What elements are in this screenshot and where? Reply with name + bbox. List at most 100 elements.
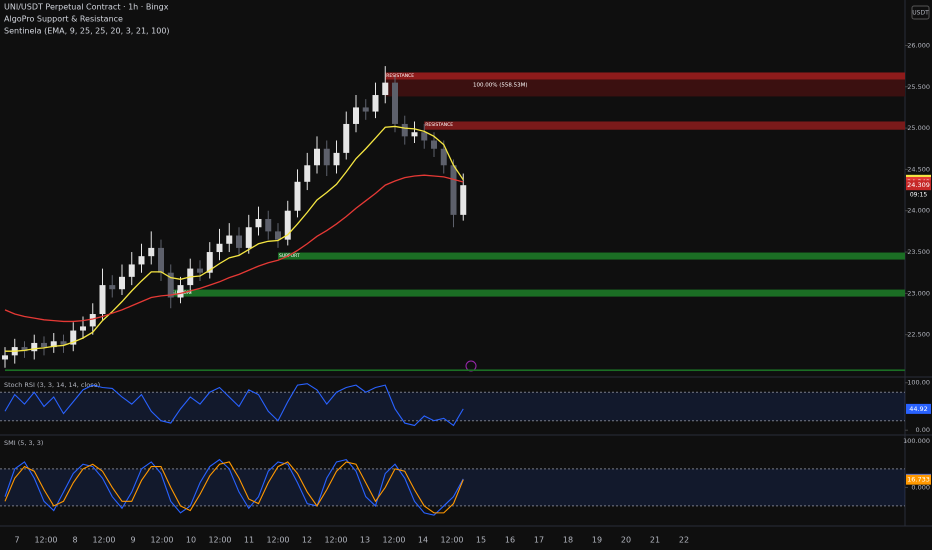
candle-body [197, 268, 203, 273]
candle-body [167, 272, 174, 298]
x-tick-label: 12:00 [382, 536, 405, 545]
x-tick-label: 18 [563, 536, 573, 545]
price-tag [906, 403, 931, 414]
x-tick-label: 8 [72, 536, 77, 545]
candle-body [50, 341, 57, 348]
candle-body [294, 181, 301, 211]
candle-body [304, 165, 311, 182]
indicator-label: Sentinela (EMA, 9, 25, 25, 20, 3, 21, 10… [4, 27, 170, 36]
indicator-line [4, 461, 464, 514]
candle-body [411, 132, 418, 137]
candle-body [333, 152, 340, 166]
moving-average [5, 125, 464, 352]
candle-body [323, 148, 330, 166]
candle-body [392, 82, 398, 124]
candle-body [119, 276, 125, 290]
currency[interactable]: USDT [912, 10, 929, 17]
candle-body [362, 107, 369, 112]
x-tick-label: 9 [130, 536, 135, 545]
price-tag-label: 24.309 [907, 181, 930, 189]
x-tick-label: 12:00 [34, 536, 57, 545]
candle-body [216, 243, 223, 253]
zone [385, 79, 905, 97]
candle-body [353, 107, 359, 124]
band-fill [0, 392, 905, 421]
candle-body [2, 355, 8, 360]
x-tick-label: 7 [14, 536, 19, 545]
candle-body [431, 140, 437, 149]
x-tick-label: 12 [302, 536, 312, 545]
candle-body [421, 132, 428, 141]
candle-body [343, 123, 350, 153]
candle-body [89, 314, 96, 327]
y-tick-label: 100.00 [907, 379, 930, 387]
candle-body [314, 148, 320, 166]
x-tick-label: 22 [679, 536, 689, 545]
x-tick-label: 14 [418, 536, 428, 545]
zone-label: RESISTANCE [425, 122, 453, 128]
candle-body [109, 285, 116, 290]
price-tag [906, 474, 931, 485]
candle-body [450, 165, 457, 215]
band-fill [0, 468, 905, 506]
x-tick-label: 12:00 [92, 536, 115, 545]
x-tick-label: 21 [650, 536, 660, 545]
candle-body [226, 235, 233, 244]
candle-body [401, 123, 408, 137]
zone [278, 252, 905, 260]
x-tick-label: 19 [592, 536, 602, 545]
candle-body [255, 218, 262, 228]
x-tick-label: 17 [534, 536, 544, 545]
candle-body [440, 148, 447, 166]
candle-body [372, 95, 379, 112]
y-tick-label: 23.000 [907, 289, 930, 297]
zone-label: SUPPORT [279, 253, 300, 259]
candle-body [138, 256, 145, 265]
currency-box[interactable] [911, 5, 930, 20]
x-tick-label: 12:00 [324, 536, 347, 545]
indicator-line [4, 458, 464, 516]
candle-body [31, 342, 38, 352]
x-tick-label: 12:00 [208, 536, 231, 545]
candle-body [177, 285, 184, 298]
zone [424, 121, 905, 130]
moving-average [4, 174, 464, 323]
y-tick-label: 25.000 [907, 124, 930, 132]
pane-title: SMI (5, 3, 3) [4, 439, 43, 447]
indicator-label: AlgoPro Support & Resistance [4, 15, 123, 24]
candle-body [128, 264, 135, 277]
annotation: 100.00% (558.53M) [473, 83, 528, 89]
y-tick-label: 24.000 [907, 207, 930, 215]
countdown: 09:15 [910, 192, 927, 199]
x-tick-label: 12:00 [266, 536, 289, 545]
zone [170, 289, 905, 297]
zone [5, 369, 905, 372]
y-tick-label: 0.000 [911, 483, 930, 491]
candle-body [80, 326, 86, 331]
candle-body [70, 330, 77, 345]
candle-body [60, 341, 67, 345]
x-tick-label: 12:00 [150, 536, 173, 545]
y-tick-label: 26.000 [907, 41, 930, 49]
y-tick-label: 24.500 [907, 165, 930, 173]
x-tick-label: 12:00 [440, 536, 463, 545]
x-tick-label: 20 [621, 536, 631, 545]
y-tick-label: 100.000 [903, 437, 930, 445]
candle-body [382, 82, 389, 96]
candle-body [206, 252, 213, 273]
indicator-line [4, 383, 464, 427]
candle-body [460, 185, 467, 215]
x-tick-label: 13 [360, 536, 370, 545]
x-tick-label: 11 [244, 536, 254, 545]
zone-label: RESISTANCE [386, 73, 414, 79]
candle-body [99, 285, 106, 315]
candle-body [275, 231, 281, 240]
candle-body [148, 247, 155, 257]
x-tick-label: 16 [505, 536, 515, 545]
candle-body [158, 247, 164, 273]
pane-title: Stoch RSI (3, 3, 14, 14, close) [4, 381, 100, 389]
zone [385, 72, 905, 80]
y-tick-label: 25.500 [907, 83, 930, 91]
